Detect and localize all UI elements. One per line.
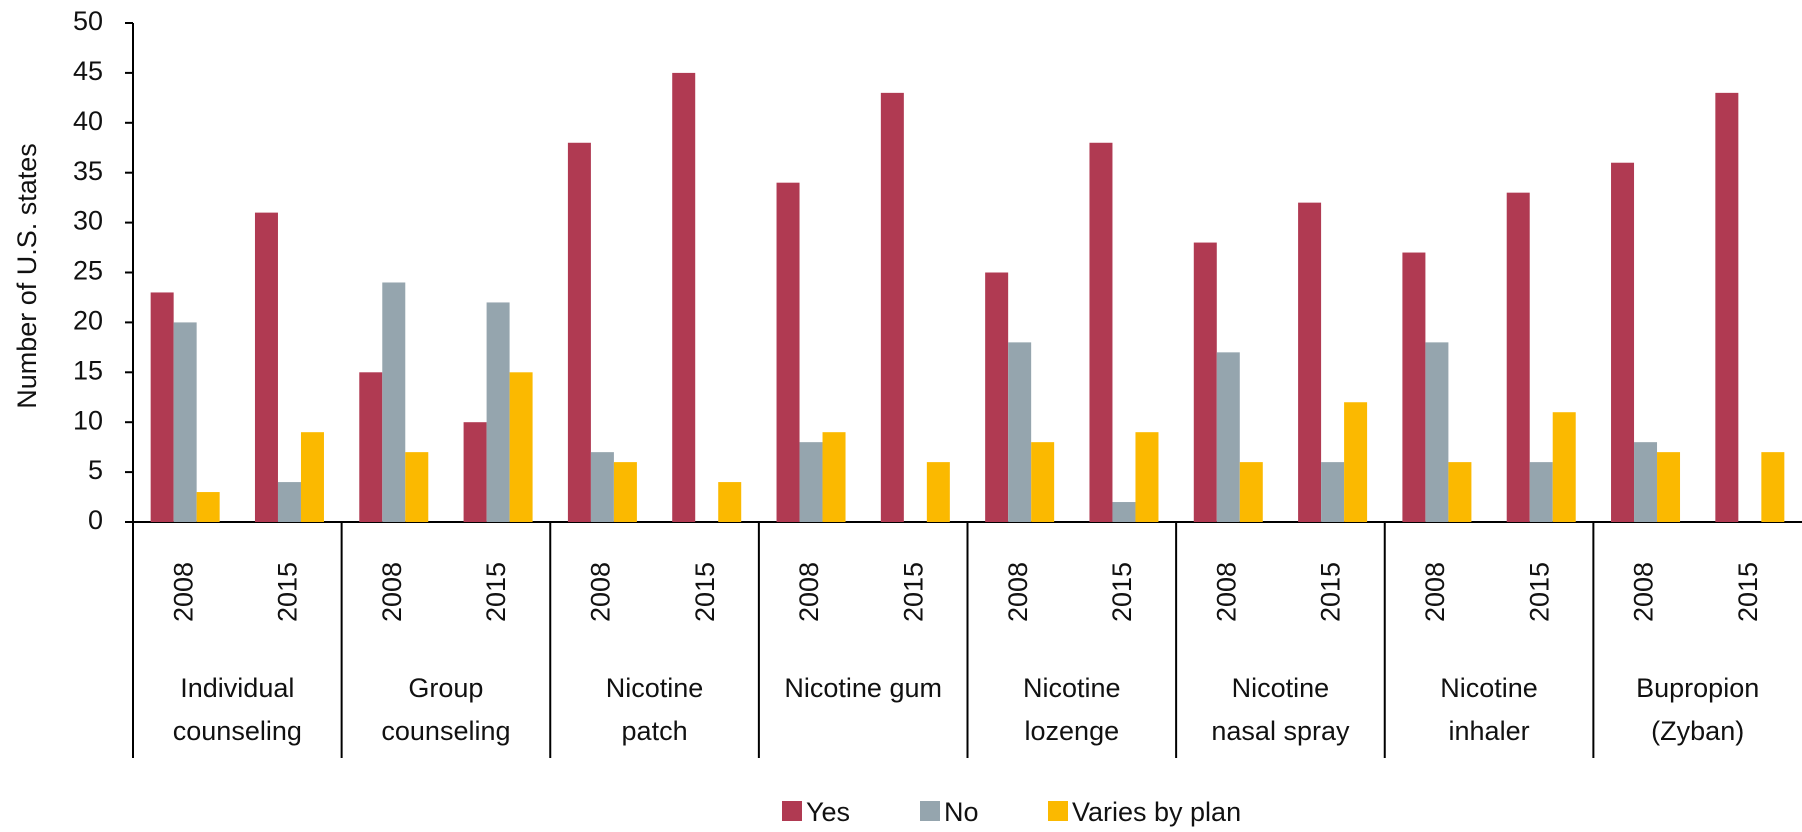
bar (1715, 92, 1739, 523)
bar (1193, 242, 1217, 522)
bar (1008, 342, 1032, 522)
group-label: patch (622, 716, 688, 746)
bar (718, 482, 742, 522)
y-axis-label: Number of U.S. states (12, 143, 42, 409)
bar (277, 482, 301, 522)
bar (1239, 462, 1263, 522)
group-label: Nicotine (1232, 673, 1330, 703)
bar (672, 72, 696, 523)
group-label: Group (408, 673, 483, 703)
bar (1761, 452, 1785, 522)
bar (1089, 142, 1113, 522)
x-tick-label: 2008 (168, 562, 198, 622)
group-label: nasal spray (1211, 716, 1350, 746)
group-label: inhaler (1449, 716, 1530, 746)
x-tick-label: 2008 (377, 562, 407, 622)
x-tick-label: 2008 (1211, 562, 1241, 622)
group-label: counseling (173, 716, 302, 746)
group-label: Nicotine (606, 673, 704, 703)
y-tick-label: 20 (73, 306, 103, 336)
y-tick-label: 30 (73, 206, 103, 236)
bar (1506, 192, 1530, 522)
x-tick-label: 2015 (898, 562, 928, 622)
x-tick-label: 2008 (1003, 562, 1033, 622)
bar (822, 432, 846, 522)
bar (1529, 462, 1553, 522)
y-tick-label: 35 (73, 156, 103, 186)
bar (1425, 342, 1449, 522)
legend-label: Yes (806, 797, 850, 827)
bar (776, 182, 800, 522)
legend-label: Varies by plan (1072, 797, 1241, 827)
y-tick-label: 5 (88, 455, 103, 485)
y-tick-label: 10 (73, 405, 103, 435)
bar (196, 492, 220, 522)
bar (1402, 252, 1426, 523)
bar (590, 452, 614, 522)
x-tick-label: 2008 (1420, 562, 1450, 622)
bar (1298, 202, 1322, 522)
x-tick-label: 2008 (586, 562, 616, 622)
bar (300, 432, 324, 522)
bar (1135, 432, 1159, 522)
y-tick-label: 50 (73, 6, 103, 36)
y-tick-label: 40 (73, 106, 103, 136)
y-tick-label: 45 (73, 56, 103, 86)
bar (173, 322, 197, 522)
bar (567, 142, 591, 522)
group-label: Individual (180, 673, 294, 703)
bar (1216, 352, 1240, 522)
bar (509, 372, 533, 522)
legend-swatch (920, 801, 940, 821)
group-label: Nicotine (1023, 673, 1121, 703)
x-tick-label: 2008 (794, 562, 824, 622)
bar (985, 272, 1009, 522)
bar (486, 302, 510, 522)
bar (613, 462, 637, 522)
bar (1344, 402, 1368, 522)
group-label: Nicotine (1440, 673, 1538, 703)
bar (382, 282, 406, 522)
x-tick-label: 2015 (1316, 562, 1346, 622)
bar (463, 422, 487, 522)
bar (926, 462, 950, 522)
legend-label: No (944, 797, 979, 827)
x-tick-label: 2015 (1107, 562, 1137, 622)
x-tick-label: 2008 (1629, 562, 1659, 622)
legend-swatch (782, 801, 802, 821)
bar (1031, 442, 1055, 522)
x-tick-label: 2015 (481, 562, 511, 622)
bar (1611, 162, 1635, 522)
x-tick-label: 2015 (690, 562, 720, 622)
bar (1448, 462, 1472, 522)
bar (1552, 412, 1576, 522)
y-tick-label: 15 (73, 355, 103, 385)
bar (1657, 452, 1681, 522)
bar (405, 452, 429, 522)
legend-swatch (1048, 801, 1068, 821)
y-tick-label: 25 (73, 256, 103, 286)
y-tick-label: 0 (88, 505, 103, 535)
x-tick-label: 2015 (1733, 562, 1763, 622)
bar (359, 372, 383, 522)
bar (799, 442, 823, 522)
bar (1634, 442, 1658, 522)
bar (1321, 462, 1345, 522)
bar (880, 92, 904, 523)
bar (1112, 502, 1136, 522)
group-label: lozenge (1025, 716, 1120, 746)
group-label: Bupropion (1636, 673, 1759, 703)
bar (150, 292, 174, 522)
x-tick-label: 2015 (1524, 562, 1554, 622)
group-label: (Zyban) (1651, 716, 1744, 746)
x-tick-label: 2015 (273, 562, 303, 622)
group-label: counseling (381, 716, 510, 746)
group-label: Nicotine gum (784, 673, 942, 703)
bar (254, 212, 278, 522)
